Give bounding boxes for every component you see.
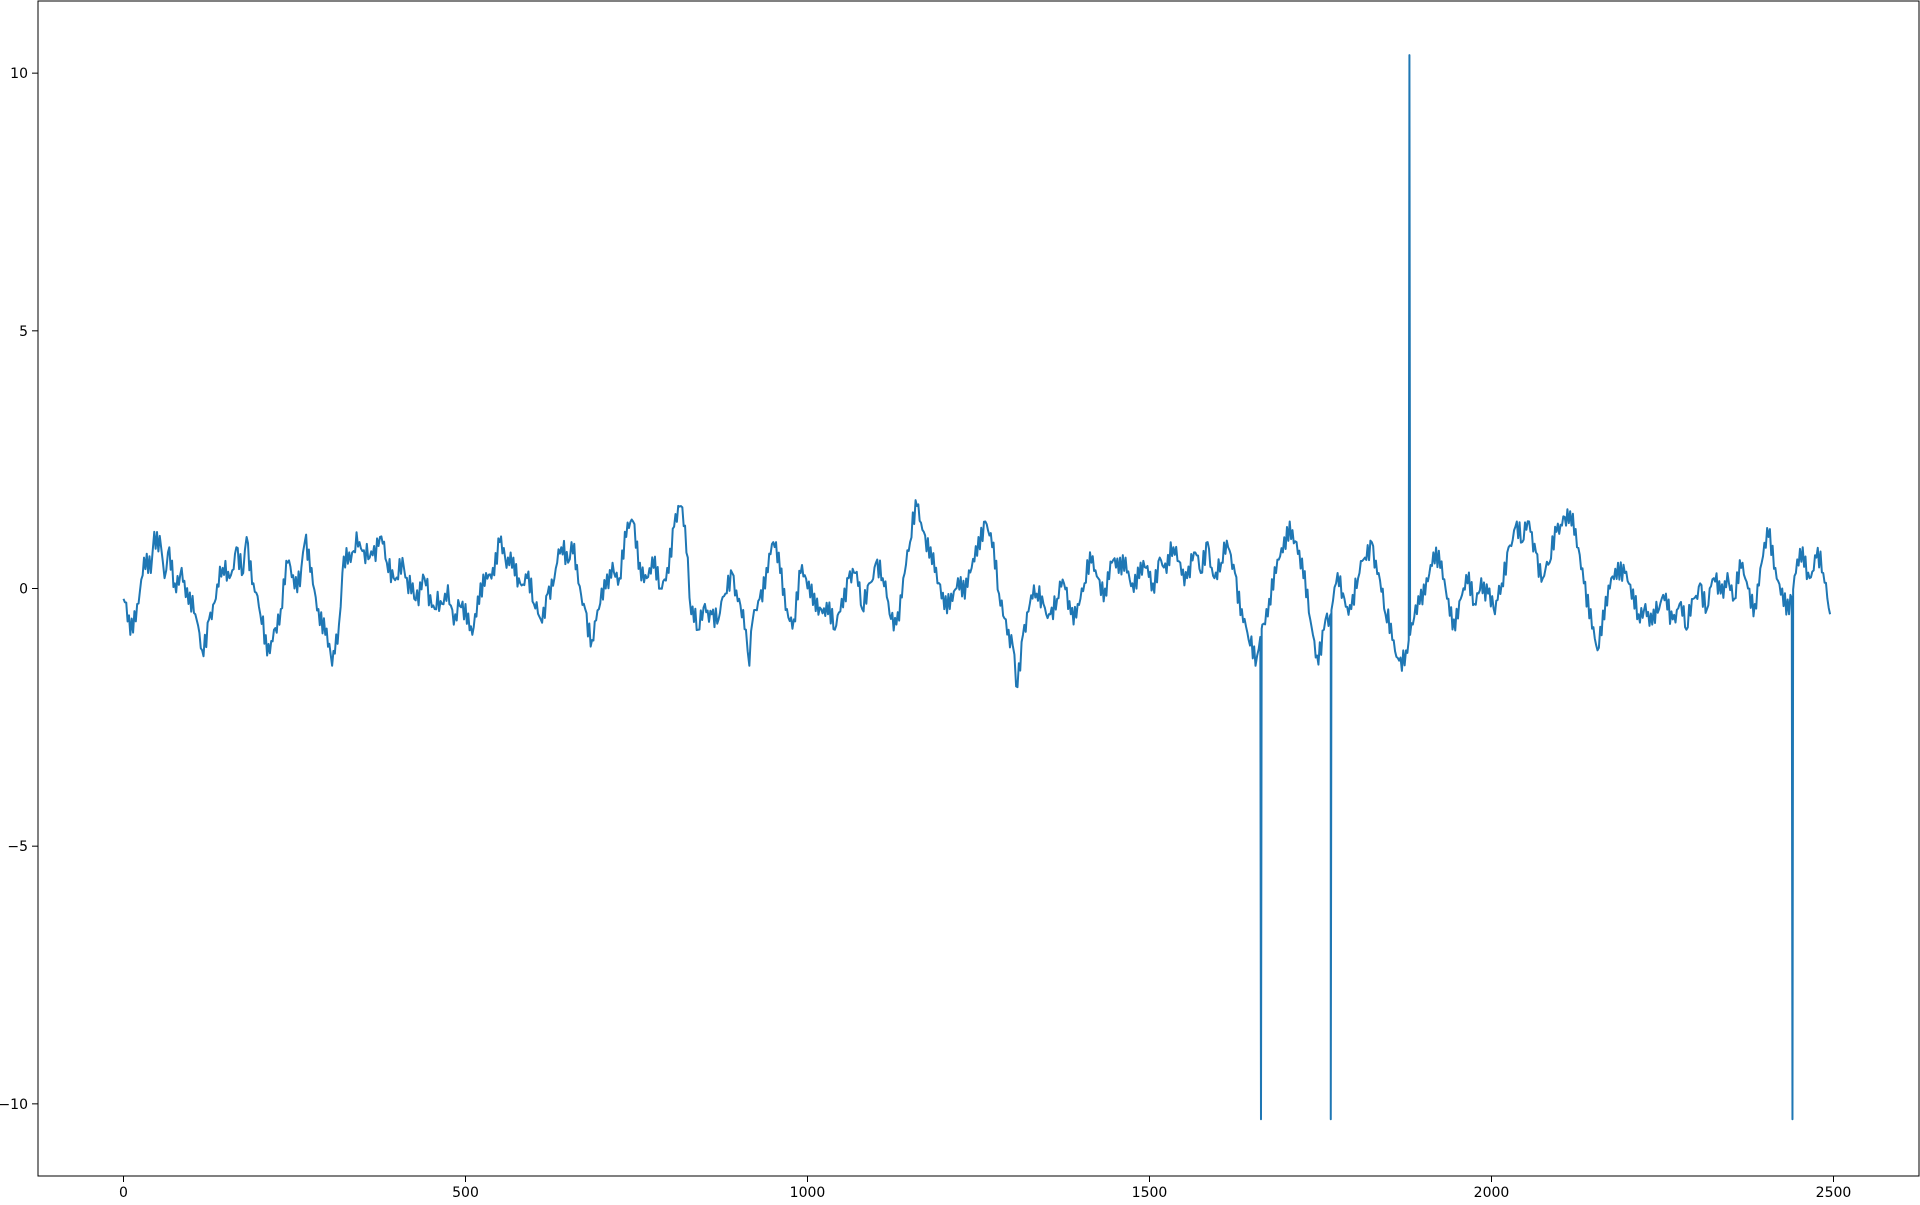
x-tick-label: 2000	[1474, 1185, 1510, 1200]
y-tick-label: 10	[10, 66, 28, 82]
series-layer	[122, 54, 1832, 1121]
x-tick-label: 1500	[1132, 1185, 1168, 1200]
y-tick-label: 0	[19, 582, 28, 598]
x-tick-label: 0	[119, 1185, 128, 1200]
y-axis: −10 −5 0 5 10	[0, 66, 38, 1113]
x-tick-label: 1000	[790, 1185, 826, 1200]
series-line	[122, 54, 1832, 1121]
x-tick-label: 500	[452, 1185, 479, 1200]
plot-area-frame	[37, 0, 1920, 1177]
y-tick-label: −5	[7, 839, 28, 855]
x-tick-label: 2500	[1816, 1185, 1852, 1200]
y-tick-label: 5	[19, 324, 28, 340]
x-axis: 0 500 1000 1500 2000 2500	[119, 1176, 1852, 1201]
y-tick-label: −10	[0, 1097, 28, 1113]
